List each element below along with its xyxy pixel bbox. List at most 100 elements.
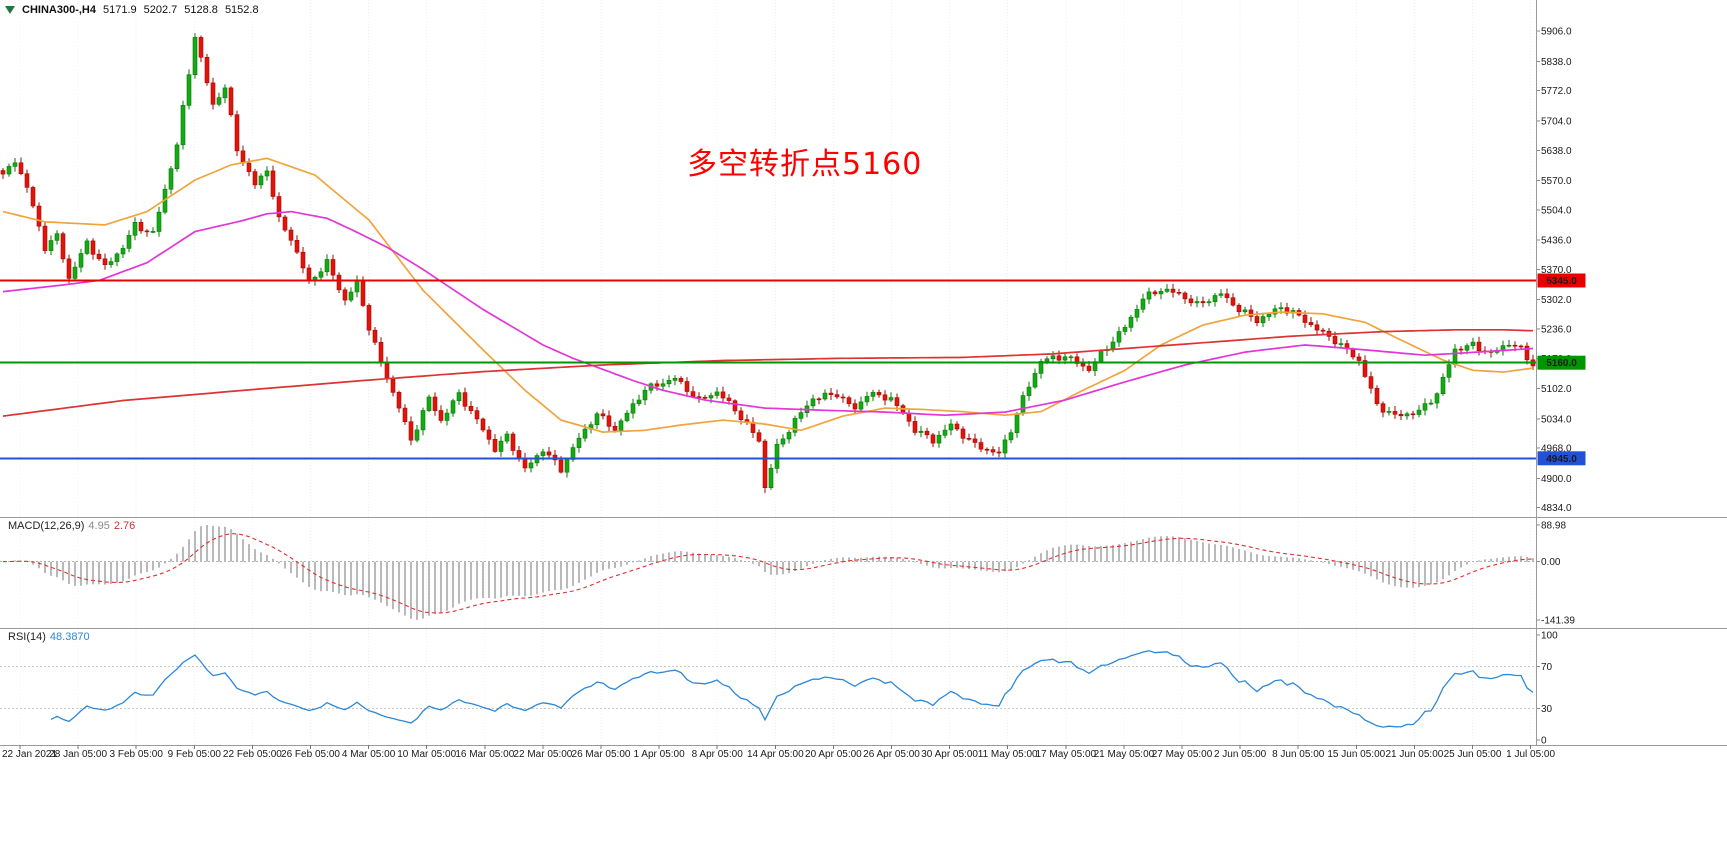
svg-text:5638.0: 5638.0: [1541, 146, 1572, 157]
price-badge: 5160.0: [1537, 355, 1586, 370]
candle-body: [6, 166, 12, 175]
candle-body: [462, 392, 468, 407]
candle-body: [498, 440, 504, 452]
svg-text:5034.0: 5034.0: [1541, 414, 1572, 425]
svg-text:4834.0: 4834.0: [1541, 503, 1572, 514]
candle-body: [450, 400, 456, 414]
high-value: 5202.7: [143, 4, 178, 16]
candle-body: [258, 175, 264, 186]
date-label: 30 Apr 05:00: [921, 749, 978, 760]
candle-body: [66, 258, 72, 279]
candle-body: [1152, 291, 1158, 295]
candle-body: [138, 222, 144, 232]
date-label: 26 Feb 05:00: [281, 749, 340, 760]
symbol-period-label: CHINA300-,H4: [22, 4, 96, 16]
macd-label: MACD(12,26,9) 4.95 2.76: [8, 520, 135, 532]
candle-body: [108, 261, 114, 265]
macd-signal-value: 2.76: [113, 520, 136, 532]
candle-body: [288, 229, 294, 241]
rsi-line: [50, 650, 1534, 728]
candle-body: [366, 305, 372, 331]
date-label: 26 Mar 05:00: [572, 749, 631, 760]
chart-header: CHINA300-,H4 5171.9 5202.7 5128.8 5152.8: [5, 4, 259, 16]
macd-panel-layer: [0, 525, 1536, 620]
candle-body: [570, 447, 576, 460]
candle-body: [342, 289, 348, 301]
candle-body: [474, 410, 480, 420]
candle-body: [1506, 344, 1512, 347]
candle-body: [642, 389, 648, 401]
candle-body: [1098, 350, 1104, 362]
candle-body: [1284, 307, 1290, 314]
candle-body: [1044, 358, 1050, 362]
candle-body: [846, 397, 852, 405]
candle-body: [174, 144, 180, 169]
candle-body: [102, 258, 108, 265]
macd-name: MACD(12,26,9): [8, 520, 85, 532]
date-label: 10 Mar 05:00: [397, 749, 456, 760]
candle-body: [1434, 393, 1440, 404]
candle-body: [150, 231, 156, 233]
candle-body: [1218, 293, 1224, 296]
candle-body: [468, 405, 474, 411]
candle-body: [60, 233, 66, 260]
candle-body: [876, 392, 882, 396]
candle-body: [1362, 360, 1368, 377]
candle-body: [666, 380, 672, 385]
date-label: 22 Mar 05:00: [513, 749, 572, 760]
candle-body: [300, 251, 306, 269]
candle-body: [1314, 324, 1320, 331]
candle-body: [276, 196, 282, 218]
candle-body: [1416, 409, 1422, 415]
candle-body: [882, 394, 888, 401]
candle-body: [144, 230, 150, 233]
candle-body: [330, 259, 336, 276]
annotation-text[interactable]: 多空转折点5160: [687, 147, 923, 182]
candle-body: [1068, 356, 1074, 359]
svg-text:100: 100: [1541, 631, 1558, 642]
candle-body: [1212, 295, 1218, 302]
date-label: 15 Jun 05:00: [1327, 749, 1385, 760]
candle-body: [600, 413, 606, 417]
candle-body: [1392, 411, 1398, 415]
candle-body: [1110, 341, 1116, 350]
svg-text:5370.0: 5370.0: [1541, 265, 1572, 276]
candle-body: [96, 253, 102, 260]
candle-body: [768, 467, 774, 488]
candle-body: [612, 425, 618, 431]
candle-body: [1170, 288, 1176, 293]
candle-body: [1374, 387, 1380, 404]
candle-body: [684, 381, 690, 392]
svg-text:5838.0: 5838.0: [1541, 57, 1572, 68]
candle-body: [246, 162, 252, 172]
svg-text:5906.0: 5906.0: [1541, 27, 1572, 38]
fast-ma-line: [2, 157, 1534, 433]
low-value: 5128.8: [184, 4, 218, 16]
date-label: 9 Feb 05:00: [168, 749, 222, 760]
candle-body: [660, 383, 666, 387]
candle-body: [918, 430, 924, 433]
candle-body: [798, 412, 804, 419]
macd-signal-line: [2, 533, 1534, 614]
slow-ma-line: [2, 328, 1534, 417]
date-label: 20 Apr 05:00: [805, 749, 862, 760]
candle-body: [1080, 363, 1086, 367]
candle-body: [240, 150, 246, 164]
candle-body: [774, 443, 780, 469]
svg-text:4900.0: 4900.0: [1541, 474, 1572, 485]
candle-body: [624, 412, 630, 422]
candle-body: [1056, 355, 1062, 361]
svg-text:4968.0: 4968.0: [1541, 444, 1572, 455]
candle-body: [1440, 376, 1446, 394]
candle-body: [132, 222, 138, 236]
candle-body: [678, 377, 684, 382]
date-label: 16 Mar 05:00: [455, 749, 514, 760]
svg-text:5772.0: 5772.0: [1541, 86, 1572, 97]
date-label: 26 Apr 05:00: [863, 749, 920, 760]
candle-body: [1092, 361, 1098, 371]
candle-body: [852, 403, 858, 410]
candle-body: [234, 114, 240, 152]
candle-body: [1380, 403, 1386, 413]
rsi-panel-layer: [0, 650, 1536, 728]
